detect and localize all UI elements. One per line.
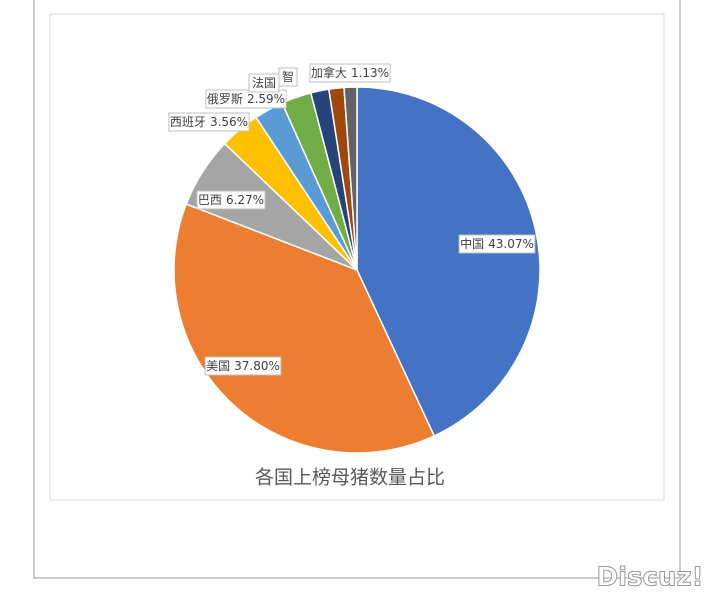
- data-label: 加拿大 1.13%: [311, 65, 389, 80]
- label-category: 中国: [460, 236, 484, 251]
- label-category: 巴西: [198, 193, 222, 207]
- data-label: 法国: [252, 76, 276, 90]
- label-box: [196, 190, 266, 210]
- label-value: 6.27%: [226, 193, 264, 207]
- label-category: 美国: [206, 359, 230, 373]
- label-value: 43.07%: [488, 237, 534, 251]
- labels: 中国 43.07% 美国 37.80% 巴西 6.27% 西班牙 3.56% 俄罗斯 2.59% 法…: [168, 63, 536, 376]
- label-category: 智: [282, 69, 294, 84]
- label-category: 西班牙: [170, 115, 206, 129]
- label-box: [458, 234, 536, 254]
- label-box: [278, 67, 298, 87]
- label-value: 3.56%: [210, 115, 248, 129]
- watermark: Discuz!: [597, 563, 704, 593]
- slice: [356, 86, 541, 437]
- label-box: [204, 356, 282, 376]
- slice: [343, 86, 358, 271]
- data-label: 中国 43.07%: [460, 236, 534, 251]
- label-value: 1.13%: [351, 66, 389, 80]
- slice: [173, 203, 436, 454]
- label-box: [309, 63, 391, 83]
- data-label: 美国 37.80%: [206, 359, 280, 373]
- data-label: 智: [282, 69, 294, 84]
- label-box: [205, 89, 287, 109]
- data-label: 西班牙 3.56%: [170, 115, 248, 129]
- label-box: [168, 112, 250, 132]
- label-category: 法国: [252, 76, 276, 90]
- label-category: 加拿大: [311, 65, 347, 80]
- data-label: 巴西 6.27%: [198, 193, 264, 207]
- chart-title: 各国上榜母猪数量占比: [255, 467, 445, 489]
- pie: [173, 86, 541, 454]
- data-label: 俄罗斯 2.59%: [207, 92, 285, 106]
- label-value: 37.80%: [234, 359, 280, 373]
- label-category: 俄罗斯: [207, 92, 243, 106]
- label-value: 2.59%: [247, 92, 285, 106]
